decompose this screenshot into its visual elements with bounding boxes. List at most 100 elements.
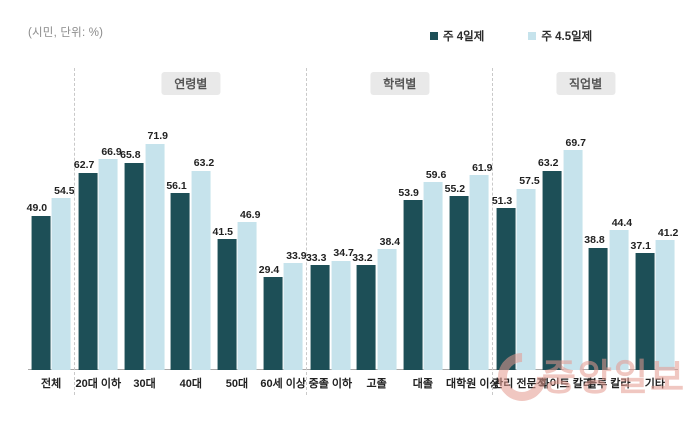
x-axis-line <box>28 369 678 370</box>
bar-주 4일제 <box>449 196 469 370</box>
bar-주 4일제 <box>403 200 423 370</box>
bar-주 4일제 <box>356 265 376 370</box>
x-axis-label: 20대 이하 <box>75 378 122 390</box>
value-label: 29.4 <box>258 263 280 276</box>
bar-주 4.5일제 <box>145 143 165 370</box>
bar-pair: 37.1 41.2 <box>630 226 679 370</box>
value-label: 55.2 <box>444 182 466 195</box>
category-대졸: 53.9 59.6 대졸 <box>398 68 447 395</box>
value-label: 61.9 <box>472 161 493 174</box>
value-label: 44.4 <box>611 216 633 229</box>
bar-주 4.5일제 <box>331 260 351 370</box>
bar-pair: 55.2 61.9 <box>445 161 493 370</box>
category-블루 칼라: 38.8 44.4 블루 칼라 <box>584 68 633 395</box>
x-axis-label: 화이트 칼라 <box>539 378 594 390</box>
value-label: 38.8 <box>584 234 605 247</box>
value-label: 34.7 <box>333 247 354 260</box>
x-axis-label: 30대 <box>133 378 156 390</box>
x-axis-label: 기타 <box>644 378 666 390</box>
bar-pair: 41.5 46.9 <box>213 208 261 370</box>
value-label: 33.9 <box>286 249 307 262</box>
bar-주 4일제 <box>588 247 608 370</box>
value-label: 38.4 <box>379 235 401 248</box>
category-기타: 37.1 41.2 기타 <box>630 68 679 395</box>
bar-주 4일제 <box>217 239 237 370</box>
category-관리 전문직: 51.3 57.5 관리 전문직 <box>492 68 547 395</box>
bar-주 4.5일제 <box>377 249 397 370</box>
bar-주 4.5일제 <box>51 198 71 370</box>
bar-pair: 62.7 66.9 <box>74 145 122 370</box>
bar-주 4일제 <box>635 253 655 370</box>
section-학력별: 학력별 33.3 34.7 중졸 이하 33.2 38.4 고졸 53.9 59.6 대졸 55.2… <box>306 68 500 395</box>
x-axis-label: 대학원 이상 <box>445 378 500 390</box>
bar-pair: 53.9 59.6 <box>398 168 447 370</box>
group-label: 직업별 <box>556 72 616 95</box>
value-label: 71.9 <box>147 130 168 143</box>
value-label: 37.1 <box>630 239 651 252</box>
x-axis-label: 60세 이상 <box>260 378 307 390</box>
bar-주 4일제 <box>78 172 98 370</box>
bar-pair: 56.1 63.2 <box>166 157 215 370</box>
x-axis-label: 전체 <box>40 378 62 390</box>
group-label: 학력별 <box>370 72 430 95</box>
legend-item-week4: 주 4일제 <box>430 28 484 44</box>
legend: 주 4일제 주 4.5일제 <box>430 28 592 44</box>
value-label: 59.6 <box>425 168 447 181</box>
legend-label-week4-5: 주 4.5일제 <box>541 31 593 43</box>
value-label: 33.2 <box>352 251 373 264</box>
bar-주 4.5일제 <box>516 188 536 370</box>
category-50대: 41.5 46.9 50대 <box>213 68 261 395</box>
bar-주 4일제 <box>263 277 283 370</box>
bar-주 4.5일제 <box>283 263 303 370</box>
category-40대: 56.1 63.2 40대 <box>166 68 215 395</box>
bar-pair: 63.2 69.7 <box>538 136 586 370</box>
legend-marker-week4-icon <box>430 32 438 40</box>
value-label: 46.9 <box>239 208 261 221</box>
bar-주 4.5일제 <box>609 230 629 370</box>
value-label: 54.5 <box>54 184 75 197</box>
x-axis-label: 고졸 <box>366 378 387 390</box>
bar-주 4일제 <box>496 208 516 370</box>
bar-pair: 33.3 34.7 <box>306 247 354 370</box>
bar-주 4일제 <box>310 265 330 370</box>
section-연령별: 연령별 62.7 66.9 20대 이하 65.8 71.9 30대 56.1 63.2 40대 4… <box>74 68 307 395</box>
value-label: 49.0 <box>26 202 48 215</box>
bar-주 4.5일제 <box>655 240 675 370</box>
value-label: 63.2 <box>193 157 215 170</box>
bar-주 4.5일제 <box>237 222 257 370</box>
bar-주 4일제 <box>31 215 51 370</box>
value-label: 57.5 <box>519 175 540 188</box>
category-60세 이상: 29.4 33.9 60세 이상 <box>259 68 307 395</box>
bar-주 4.5일제 <box>563 150 583 370</box>
category-대학원 이상: 55.2 61.9 대학원 이상 <box>445 68 500 395</box>
value-label: 41.2 <box>657 226 679 239</box>
value-label: 33.3 <box>305 251 327 264</box>
bar-주 4.5일제 <box>423 182 443 370</box>
category-전체: 49.0 54.5 전체 <box>26 68 75 395</box>
bar-주 4.5일제 <box>469 175 489 370</box>
category-고졸: 33.2 38.4 고졸 <box>352 68 401 395</box>
bar-주 4일제 <box>124 162 144 370</box>
x-axis-label: 40대 <box>179 378 202 390</box>
value-label: 65.8 <box>120 149 141 162</box>
x-axis-label: 중졸 이하 <box>308 378 353 390</box>
section-직업별: 직업별 51.3 57.5 관리 전문직 63.2 69.7 화이트 칼라 38.8 44.4 블… <box>492 68 678 395</box>
bar-pair: 65.8 71.9 <box>120 130 168 370</box>
value-label: 66.9 <box>101 145 122 158</box>
section-total: 49.0 54.5 전체 <box>26 68 75 395</box>
value-label: 53.9 <box>398 186 419 199</box>
x-axis-label: 50대 <box>225 378 249 390</box>
bar-주 4일제 <box>171 193 191 370</box>
bar-주 4.5일제 <box>191 170 211 370</box>
bar-pair: 51.3 57.5 <box>492 175 540 370</box>
x-axis-label: 블루 칼라 <box>586 378 631 390</box>
category-화이트 칼라: 63.2 69.7 화이트 칼라 <box>538 68 594 395</box>
bar-주 4일제 <box>542 170 562 370</box>
value-label: 41.5 <box>212 225 233 238</box>
bar-pair: 29.4 33.9 <box>259 249 307 370</box>
legend-label-week4: 주 4일제 <box>443 31 485 43</box>
value-label: 69.7 <box>565 136 586 149</box>
x-axis-label: 관리 전문직 <box>493 378 547 390</box>
unit-label: (시민, 단위: %) <box>28 27 104 39</box>
